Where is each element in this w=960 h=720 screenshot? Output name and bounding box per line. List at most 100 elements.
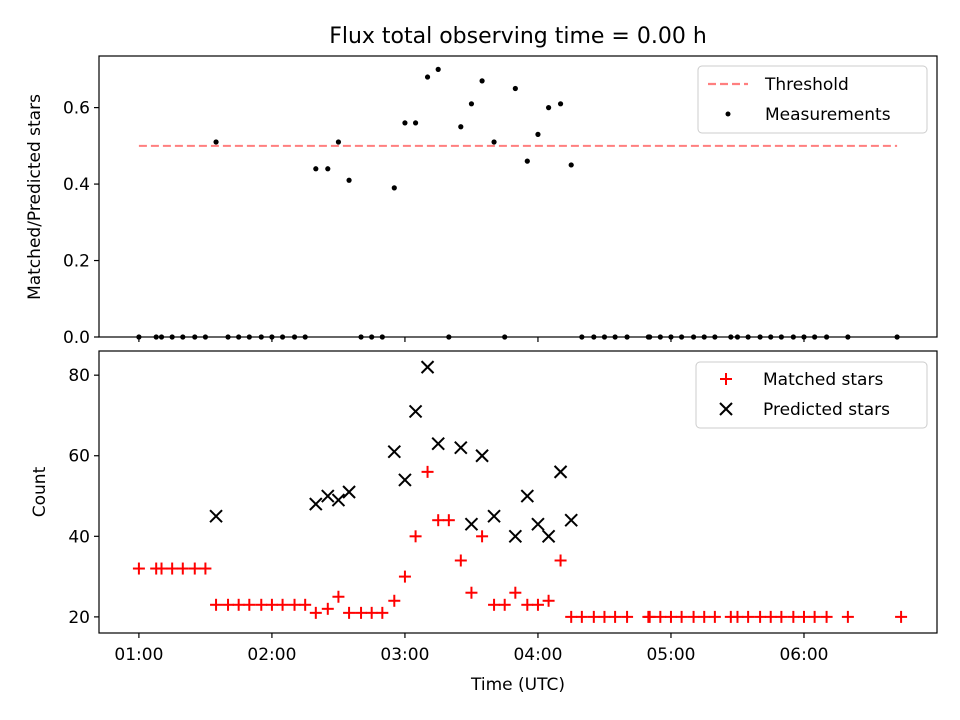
x-tick-label: 05:00 xyxy=(646,645,695,665)
top-y-tick-label: 0.2 xyxy=(63,252,90,272)
matched-star-point xyxy=(155,562,168,575)
predicted-star-point xyxy=(541,529,556,544)
matched-star-point xyxy=(355,606,368,619)
x-tick-label: 04:00 xyxy=(513,645,562,665)
matched-star-point xyxy=(643,610,656,623)
matched-star-point xyxy=(454,554,467,567)
top-panel-frame xyxy=(98,55,938,338)
matched-star-point xyxy=(309,606,322,619)
predicted-star-point xyxy=(331,493,346,507)
matched-star-point xyxy=(708,610,721,623)
bottom-y-tick-label: 80 xyxy=(68,366,90,386)
measurement-point xyxy=(458,124,464,130)
bottom-panel-marks xyxy=(132,360,908,623)
top-y-tick-label: 0.6 xyxy=(63,99,90,119)
bottom-panel-frame xyxy=(98,350,938,634)
predicted-star-point xyxy=(387,445,402,459)
matched-star-point xyxy=(754,610,767,623)
legend-measurements-label: Measurements xyxy=(765,105,891,125)
matched-star-point xyxy=(531,598,544,611)
matched-star-point xyxy=(521,598,534,611)
bottom-panel-legend: Matched stars Predicted stars xyxy=(695,361,928,429)
matched-star-point xyxy=(476,530,489,543)
bottom-legend-box xyxy=(695,361,928,429)
measurement-point xyxy=(479,78,485,84)
predicted-star-point xyxy=(431,436,445,451)
matched-star-point xyxy=(255,598,268,611)
matched-star-point xyxy=(376,606,389,619)
matched-star-point xyxy=(598,610,611,623)
matched-star-point xyxy=(432,514,445,527)
legend-matched-label: Matched stars xyxy=(763,370,883,390)
top-panel-y-axis-label: Matched/Predicted stars xyxy=(25,94,45,300)
matched-star-point xyxy=(343,606,356,619)
predicted-star-point xyxy=(454,440,468,455)
measurement-point xyxy=(391,185,397,191)
matched-star-point xyxy=(565,610,578,623)
top-legend-box xyxy=(697,65,928,134)
measurement-point xyxy=(412,120,419,126)
matched-star-point xyxy=(575,610,588,623)
predicted-star-point xyxy=(553,465,568,479)
measurement-point xyxy=(545,105,552,111)
predicted-star-point xyxy=(531,517,545,531)
legend-threshold-label: Threshold xyxy=(764,75,849,95)
chart-title: Flux total observing time = 0.00 h xyxy=(329,24,707,49)
matched-star-point xyxy=(442,514,455,527)
matched-star-point xyxy=(232,598,245,611)
matched-star-point xyxy=(288,598,301,611)
predicted-star-point xyxy=(464,517,479,531)
top-panel-legend: Threshold Measurements xyxy=(697,65,928,134)
matched-star-point xyxy=(409,530,422,543)
predicted-star-point xyxy=(408,404,423,419)
matched-star-point xyxy=(654,610,667,623)
predicted-star-point xyxy=(520,489,535,503)
legend-measurements-swatch xyxy=(725,111,731,117)
matched-star-point xyxy=(587,610,600,623)
x-tick-label: 06:00 xyxy=(779,645,828,665)
matched-star-point xyxy=(687,610,700,623)
bottom-y-tick-label: 60 xyxy=(68,447,90,467)
matched-star-point xyxy=(421,465,434,478)
predicted-star-point xyxy=(508,529,523,544)
predicted-star-point xyxy=(309,497,323,511)
top-y-tick-label: 0.4 xyxy=(63,175,90,195)
matched-star-point xyxy=(731,610,744,623)
matched-star-point xyxy=(542,594,555,607)
predicted-star-point xyxy=(420,360,435,374)
matched-star-point xyxy=(132,562,145,575)
predicted-star-point xyxy=(487,509,501,523)
measurement-point xyxy=(335,139,342,145)
measurement-point xyxy=(512,85,518,92)
x-tick-label: 02:00 xyxy=(247,645,296,665)
matched-star-point xyxy=(332,590,345,603)
matched-star-point xyxy=(166,562,179,575)
matched-star-point xyxy=(841,610,854,623)
legend-predicted-label: Predicted stars xyxy=(763,400,890,420)
bottom-panel: 01:00 02:00 03:00 04:00 05:00 06:00 20 40 60 80 C… xyxy=(30,350,938,695)
matched-star-point xyxy=(222,598,235,611)
bottom-y-tick-label: 40 xyxy=(68,527,90,547)
measurement-point xyxy=(313,166,319,172)
measurement-point xyxy=(325,166,331,172)
matched-star-point xyxy=(554,554,567,567)
matched-star-point xyxy=(498,598,511,611)
matched-star-point xyxy=(609,610,622,623)
predicted-star-point xyxy=(342,485,356,499)
matched-star-point xyxy=(895,610,908,623)
legend-predicted-swatch xyxy=(719,402,733,416)
matched-star-point xyxy=(621,610,634,623)
matched-star-point xyxy=(299,598,312,611)
measurement-point xyxy=(557,101,564,107)
x-axis-label: Time (UTC) xyxy=(470,675,565,695)
measurement-point xyxy=(402,120,408,126)
matched-star-point xyxy=(742,610,755,623)
measurement-point xyxy=(468,101,475,107)
matched-star-point xyxy=(675,610,688,623)
matched-star-point xyxy=(509,586,522,599)
matched-star-point xyxy=(188,562,201,575)
matched-star-point xyxy=(398,570,411,583)
matched-star-point xyxy=(199,562,212,575)
x-tick-label: 03:00 xyxy=(380,645,429,665)
